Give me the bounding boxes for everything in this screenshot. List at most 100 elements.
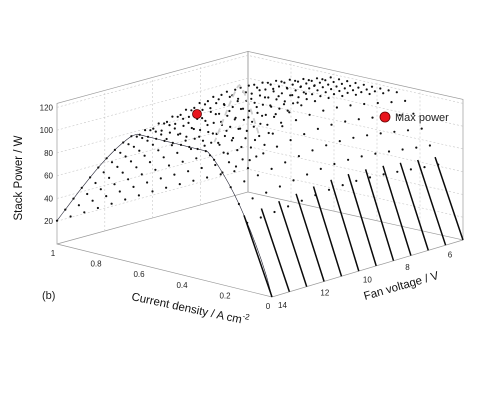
measurement-point [313, 100, 317, 103]
measurement-point [291, 83, 294, 86]
surface-patch [212, 111, 232, 119]
y-tick-label: 10 [363, 276, 372, 285]
measurement-point [288, 111, 291, 114]
measurement-point [127, 178, 130, 181]
measurement-point [294, 89, 297, 92]
measurement-point [261, 114, 264, 117]
surface-patch [426, 165, 446, 189]
max-power-path [213, 83, 260, 143]
measurement-point [346, 91, 349, 94]
measurement-point [137, 194, 140, 197]
measurement-point [308, 87, 311, 90]
surface-patch [314, 145, 334, 168]
measurement-point [267, 131, 270, 135]
surface-patch [234, 162, 254, 183]
measurement-point [273, 115, 276, 118]
measurement-point [168, 131, 171, 134]
measurement-point [159, 177, 162, 180]
surface-patch [343, 181, 363, 208]
surface-patch [265, 99, 285, 106]
measurement-point [138, 133, 141, 136]
measurement-point [218, 143, 221, 146]
measurement-point [187, 115, 190, 118]
measurement-point [387, 150, 391, 153]
surface-patch [287, 178, 307, 203]
surface-patch [301, 102, 321, 115]
measurement-point [154, 130, 157, 133]
surface-patch [143, 124, 163, 131]
measurement-point [217, 141, 220, 144]
measurement-point [263, 96, 267, 99]
surface-patch [207, 92, 227, 104]
surface-patch [385, 92, 405, 102]
measurement-point [232, 136, 235, 140]
measurement-line [295, 193, 325, 282]
measurement-point [211, 132, 214, 135]
measurement-point [236, 149, 239, 152]
surface-patch [134, 138, 154, 153]
surface-patch [81, 198, 101, 214]
measurement-point [300, 104, 303, 107]
surface-patch [298, 115, 318, 134]
measurement-point [306, 173, 309, 176]
measurement-point [287, 205, 290, 208]
measurement-point [178, 183, 181, 186]
surface-patch [256, 98, 276, 105]
surface-patch [97, 175, 117, 191]
measurement-point [214, 113, 217, 116]
measurement-point [162, 156, 165, 159]
measurement-point [300, 199, 303, 202]
measurement-point [203, 103, 207, 106]
measurement-line [364, 169, 395, 261]
surface-patch [375, 199, 395, 229]
z-tick-label: 20 [44, 217, 53, 226]
surface-patch [279, 82, 299, 85]
surface-patch [335, 239, 355, 276]
measurement-point [206, 123, 209, 127]
measurement-point [249, 146, 252, 149]
measurement-point [239, 107, 243, 111]
measurement-point [143, 154, 146, 157]
measurement-point [305, 82, 308, 85]
measurement-point [351, 89, 355, 92]
z-gridline [56, 123, 464, 176]
measurement-point [206, 176, 209, 179]
surface-patch [230, 108, 250, 121]
measurement-point [236, 100, 239, 103]
measurement-line [416, 159, 447, 246]
measurement-line [434, 156, 464, 241]
measurement-point [241, 158, 244, 161]
measurement-point [97, 166, 100, 169]
z-axis-label: Stack Power / W [13, 135, 25, 220]
surface-patch [327, 79, 347, 82]
measurement-point [246, 167, 250, 170]
measurement-point [261, 81, 264, 84]
y-tick-label: 12 [320, 288, 329, 297]
surface-patch [286, 94, 306, 104]
z-tick-label: 120 [40, 103, 54, 112]
measurement-point [262, 152, 265, 155]
measurement-point [64, 208, 67, 211]
measurement-point [151, 143, 154, 146]
measurement-point [124, 155, 127, 158]
measurement-point [272, 90, 275, 93]
measurement-point [412, 112, 415, 115]
surface-patch [77, 190, 97, 205]
measurement-point [349, 84, 352, 87]
measurement-point [316, 89, 319, 92]
measurement-point [237, 97, 240, 100]
measurement-point [335, 106, 338, 109]
z-tick-label: 40 [44, 195, 53, 204]
measurement-point [243, 180, 246, 183]
measurement-point [165, 137, 168, 141]
measurement-point [273, 210, 276, 214]
measurement-point [382, 173, 385, 176]
measurement-point [141, 136, 144, 140]
surface-patch [205, 142, 225, 157]
measurement-point [110, 202, 113, 205]
measurement-point [122, 141, 125, 144]
surface-patch [127, 132, 147, 145]
measurement-point [223, 134, 226, 138]
measurement-point [329, 76, 332, 79]
surface-patch [252, 90, 272, 96]
